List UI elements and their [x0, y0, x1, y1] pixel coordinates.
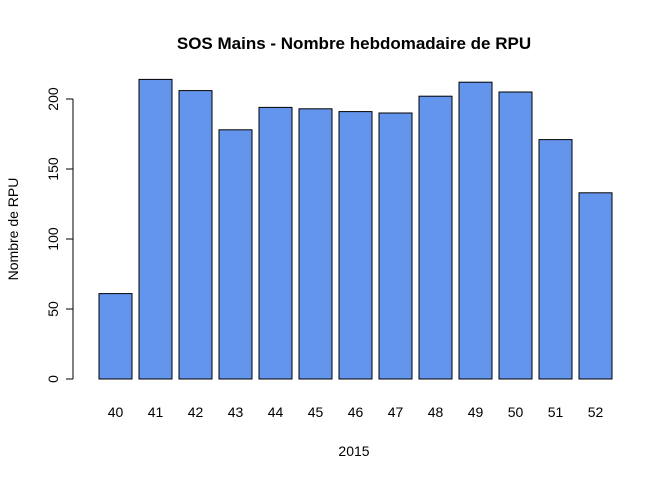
x-axis-label: 2015 — [338, 443, 369, 459]
y-tick-label: 50 — [45, 301, 61, 317]
bar-week-45 — [298, 108, 333, 380]
x-tick-label: 51 — [548, 404, 564, 420]
x-tick-label: 49 — [468, 404, 484, 420]
bar-week-41 — [138, 78, 173, 380]
bar-week-42 — [178, 90, 213, 380]
bar-week-46 — [338, 111, 373, 380]
y-tick-label: 0 — [45, 375, 61, 383]
x-tick-label: 45 — [308, 404, 324, 420]
bar-series — [98, 78, 613, 380]
bar-week-40 — [98, 293, 133, 380]
x-tick-label: 46 — [348, 404, 364, 420]
x-tick-label: 44 — [268, 404, 284, 420]
x-tick-label: 47 — [388, 404, 404, 420]
y-tick-label: 200 — [45, 87, 61, 111]
x-tick-label: 41 — [148, 404, 164, 420]
bar-week-50 — [498, 91, 533, 380]
bar-week-48 — [418, 95, 453, 380]
y-tick-label: 150 — [45, 157, 61, 181]
x-tick-label: 42 — [188, 404, 204, 420]
bar-week-43 — [218, 129, 253, 380]
bar-week-47 — [378, 112, 413, 380]
y-axis: 0 50 100 150 200 — [45, 87, 74, 383]
x-tick-label: 43 — [228, 404, 244, 420]
x-tick-label: 40 — [108, 404, 124, 420]
bar-week-49 — [458, 81, 493, 380]
bar-week-52 — [578, 192, 613, 380]
y-tick-label: 100 — [45, 227, 61, 251]
bar-week-51 — [538, 139, 573, 380]
x-tick-label: 48 — [428, 404, 444, 420]
chart-title: SOS Mains - Nombre hebdomadaire de RPU — [177, 34, 531, 53]
x-tick-label: 50 — [508, 404, 524, 420]
bar-week-44 — [258, 106, 293, 380]
x-tick-labels: 40 41 42 43 44 45 46 47 48 49 50 51 52 — [108, 404, 604, 420]
x-tick-label: 52 — [588, 404, 604, 420]
y-axis-label: Nombre de RPU — [5, 178, 21, 281]
